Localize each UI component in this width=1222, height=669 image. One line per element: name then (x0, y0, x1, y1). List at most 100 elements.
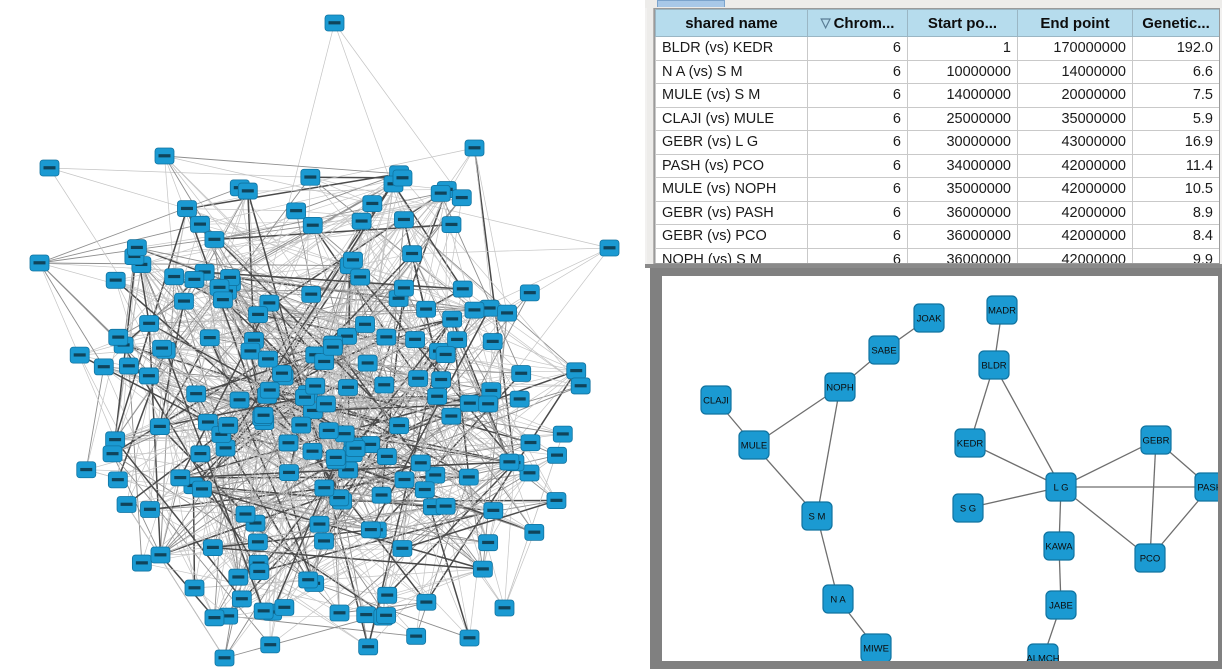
graph-node[interactable] (441, 407, 462, 425)
cell-chromosome[interactable]: 6 (807, 247, 908, 263)
graph-node[interactable] (107, 471, 128, 489)
cell-shared_name[interactable]: GEBR (vs) L G (655, 130, 808, 155)
graph-node[interactable]: GEBR (1140, 425, 1172, 455)
graph-node[interactable] (329, 489, 350, 507)
graph-node[interactable] (414, 481, 435, 499)
cell-start_point[interactable]: 14000000 (907, 83, 1018, 108)
graph-node[interactable] (441, 216, 462, 234)
graph-node[interactable] (139, 367, 159, 385)
graph-node[interactable] (309, 515, 330, 533)
cell-end_point[interactable]: 42000000 (1017, 153, 1133, 178)
cell-end_point[interactable]: 42000000 (1017, 177, 1133, 202)
cell-start_point[interactable]: 36000000 (907, 224, 1018, 249)
cell-start_point[interactable]: 30000000 (907, 130, 1018, 155)
edge[interactable] (267, 219, 405, 360)
graph-node[interactable] (105, 431, 126, 449)
graph-node[interactable] (314, 532, 334, 550)
edge[interactable] (504, 532, 535, 609)
node-shape[interactable] (954, 428, 986, 458)
graph-node[interactable] (253, 407, 274, 424)
graph-node[interactable] (405, 331, 425, 348)
edge[interactable] (201, 488, 484, 570)
edge[interactable] (141, 264, 259, 543)
edge[interactable] (225, 447, 425, 491)
graph-node[interactable] (140, 501, 160, 518)
edge[interactable] (39, 223, 201, 264)
graph-node[interactable] (231, 590, 252, 608)
graph-node[interactable] (108, 328, 129, 346)
cell-end_point[interactable]: 42000000 (1017, 247, 1133, 263)
node-shape[interactable] (822, 584, 854, 614)
graph-node[interactable] (362, 195, 383, 213)
cell-shared_name[interactable]: BLDR (vs) KEDR (655, 36, 808, 61)
edge[interactable] (126, 504, 225, 659)
table-row[interactable]: MULE (vs) NOPH 6 35000000 42000000 10.5 (655, 177, 1219, 202)
graph-node[interactable] (519, 284, 540, 302)
cell-shared_name[interactable]: NOPH (vs) S M (655, 247, 808, 263)
graph-node[interactable] (389, 417, 410, 435)
graph-node[interactable] (186, 385, 207, 403)
cell-genetic[interactable]: 9.9 (1132, 247, 1219, 263)
graph-node[interactable] (322, 338, 343, 356)
graph-node[interactable] (499, 453, 520, 471)
graph-node[interactable] (435, 346, 456, 364)
graph-node[interactable] (350, 268, 371, 286)
graph-node[interactable] (316, 395, 336, 413)
edge[interactable] (192, 485, 196, 589)
edge[interactable] (199, 223, 350, 266)
edge[interactable] (49, 167, 311, 178)
edge[interactable] (259, 571, 369, 648)
graph-node[interactable] (377, 586, 398, 604)
graph-node[interactable] (452, 280, 473, 298)
edge[interactable] (173, 208, 188, 277)
edge[interactable] (79, 302, 270, 356)
edge[interactable] (118, 336, 337, 462)
edge[interactable] (199, 224, 438, 397)
cell-genetic[interactable]: 6.6 (1132, 59, 1219, 84)
graph-node[interactable] (351, 212, 372, 230)
edge[interactable] (307, 393, 489, 405)
edge[interactable] (319, 506, 433, 525)
edge[interactable] (491, 370, 577, 391)
edge[interactable] (204, 271, 463, 290)
node-shape[interactable] (913, 303, 945, 333)
cell-shared_name[interactable]: GEBR (vs) PCO (655, 224, 808, 249)
edge[interactable] (228, 615, 417, 637)
graph-node[interactable] (105, 271, 126, 289)
cell-start_point[interactable]: 1 (907, 36, 1018, 61)
edge[interactable] (295, 173, 400, 212)
edge[interactable] (487, 472, 530, 543)
edge[interactable] (148, 323, 195, 589)
table-tab-handle[interactable] (657, 0, 725, 7)
edge[interactable] (141, 183, 394, 265)
node-shape[interactable] (1045, 590, 1077, 620)
edge[interactable] (195, 314, 259, 395)
cell-start_point[interactable]: 36000000 (907, 247, 1018, 263)
edge[interactable] (118, 177, 403, 338)
edge[interactable] (315, 354, 558, 456)
edge[interactable] (308, 476, 470, 581)
main-network-nodes[interactable] (29, 14, 620, 667)
graph-node[interactable] (274, 599, 295, 616)
node-shape[interactable] (1043, 531, 1075, 561)
edge[interactable] (367, 363, 405, 480)
cell-chromosome[interactable]: 6 (807, 106, 908, 131)
edge[interactable] (468, 477, 484, 570)
graph-node[interactable] (314, 479, 335, 497)
graph-node[interactable] (376, 328, 397, 346)
graph-node[interactable] (425, 466, 446, 484)
graph-node[interactable] (131, 554, 152, 572)
table-row[interactable]: BLDR (vs) KEDR 6 1 170000000 192.0 (655, 36, 1219, 61)
edge[interactable] (112, 399, 240, 455)
edge[interactable] (403, 219, 577, 372)
graph-node[interactable] (259, 381, 280, 399)
edge[interactable] (339, 474, 436, 499)
table-scroll-area[interactable]: shared name ▽ Chrom... Start po... End po… (654, 8, 1220, 264)
edge[interactable] (196, 393, 405, 481)
edge[interactable] (173, 276, 290, 473)
graph-node[interactable]: JABE (1045, 590, 1077, 620)
graph-node[interactable] (394, 211, 414, 229)
graph-node[interactable] (431, 371, 452, 389)
edge[interactable] (307, 529, 372, 581)
node-shape[interactable] (1027, 643, 1059, 661)
